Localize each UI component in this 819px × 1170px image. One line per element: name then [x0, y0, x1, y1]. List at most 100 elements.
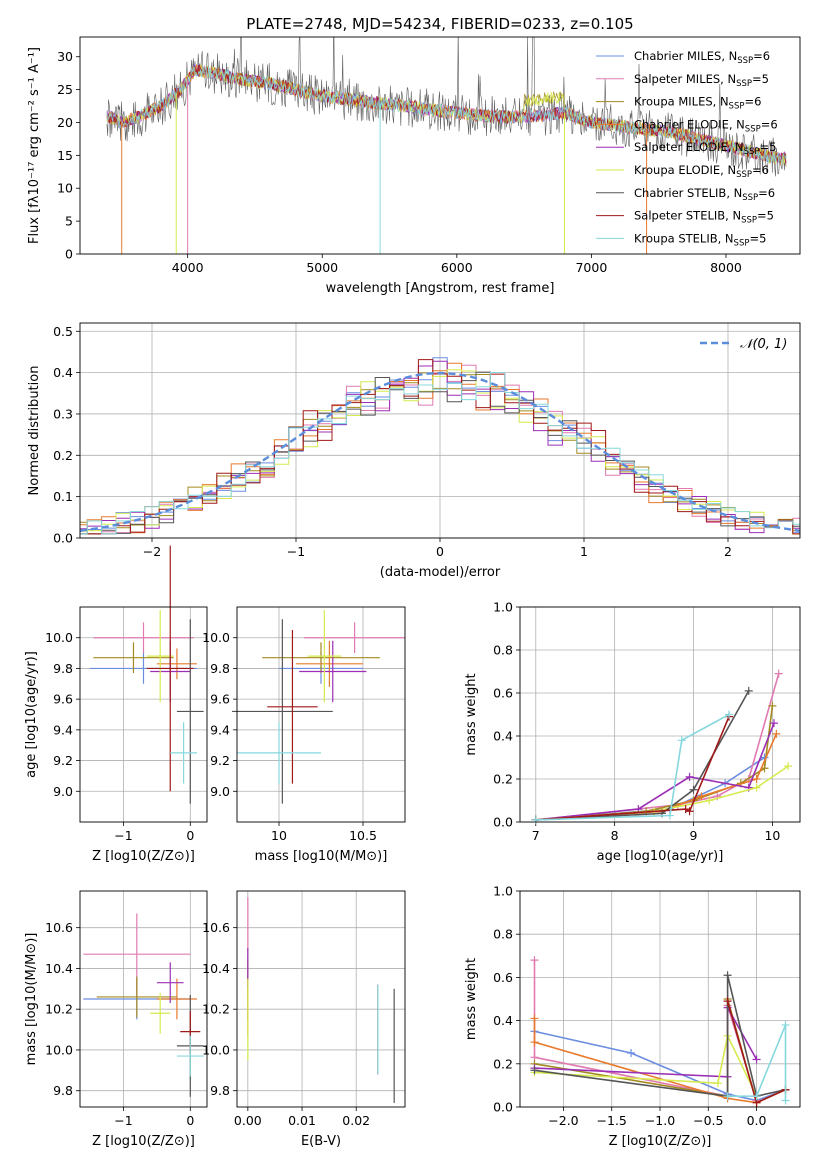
y-tick-label: 0.8	[493, 927, 513, 942]
y-tick-label: 10.6	[202, 920, 230, 935]
x-tick-label: 7000	[575, 260, 607, 275]
errorbar-point-series-5	[299, 640, 367, 703]
panel-mass-weight-vs-Z	[516, 890, 800, 1111]
axes-frame	[79, 36, 801, 255]
mass-weight-line-series-8	[535, 716, 730, 821]
panel-spectrum	[76, 56, 727, 258]
y-tick-label: 0.5	[53, 324, 73, 339]
y-tick-label: 1.0	[493, 600, 513, 615]
mass-weight-marker	[689, 785, 698, 794]
axes-frame	[79, 606, 208, 823]
mass-weight-marker	[705, 796, 714, 805]
y-tick-label: 10.0	[45, 1042, 73, 1057]
legend-entry: Chabrier STELIB, NSSP=6	[634, 186, 775, 203]
legend-entry: Salpeter ELODIE, NSSP=5	[634, 140, 777, 157]
y-tick-label: 0.8	[493, 643, 513, 658]
x-tick-label: 0	[186, 828, 194, 843]
mass-weight-marker	[774, 669, 783, 678]
mass-weight-marker	[530, 1066, 539, 1075]
errorbar-point-series-4	[295, 640, 363, 687]
legend-entry: 𝒩(0, 1)	[740, 337, 787, 352]
y-tick-label: 10.2	[202, 1002, 230, 1017]
mass-weight-marker	[744, 686, 753, 695]
y-tick-label: 0.0	[53, 531, 73, 546]
y-tick-label: 0.4	[53, 365, 73, 380]
mass-weight-marker	[725, 710, 734, 719]
x-tick-label: −1.0	[645, 1113, 675, 1128]
legend-value: =6	[753, 49, 770, 63]
y-tick-label: 0.2	[53, 448, 73, 463]
panel-age-vs-mass	[233, 607, 405, 826]
x-tick-label: 0.00	[234, 1113, 262, 1128]
y-tick-label: 9.8	[210, 1083, 230, 1098]
y-axis-label: mass weight	[464, 673, 479, 755]
errorbar-point-series-6	[150, 992, 171, 1034]
legend-value: =6	[761, 117, 778, 131]
y-tick-label: 0.2	[493, 772, 513, 787]
y-tick-label: 10.0	[202, 1042, 230, 1057]
legend-value: =5	[749, 231, 766, 245]
y-tick-label: 0.6	[493, 970, 513, 985]
legend-value: =5	[752, 72, 769, 86]
errorbar-point-series-7	[176, 619, 204, 804]
figure-title: PLATE=2748, MJD=54234, FIBERID=0233, z=0…	[246, 15, 633, 33]
y-tick-label: 9.2	[53, 753, 73, 768]
legend-value: =6	[758, 186, 775, 200]
mass-weight-marker	[627, 1049, 636, 1057]
errorbar-point-series-3	[96, 976, 177, 1018]
y-tick-label: 9.0	[210, 784, 230, 799]
y-tick-label: 9.4	[210, 722, 230, 737]
y-tick-label: 5	[65, 214, 73, 229]
x-axis-label: wavelength [Angstrom, rest frame]	[326, 281, 555, 296]
legend-value: =5	[760, 140, 777, 154]
x-axis-label: mass [log10(M/M⊙)]	[255, 849, 388, 864]
mass-weight-marker	[772, 729, 781, 738]
y-tick-label: 10.2	[45, 1002, 73, 1017]
legend-entry: Kroupa ELODIE, NSSP=6	[634, 163, 769, 180]
legend-subscript: SSP	[744, 147, 760, 157]
legend-subscript: SSP	[741, 216, 757, 226]
y-tick-label: 0.1	[53, 489, 73, 504]
y-tick-label: 20	[57, 115, 73, 130]
errorbar-point-series-2	[93, 622, 194, 654]
mass-weight-marker	[781, 1020, 790, 1029]
legend-value: =6	[744, 95, 761, 109]
x-tick-label: −0.5	[693, 1113, 723, 1128]
x-tick-label: 6000	[441, 260, 473, 275]
x-tick-label: 10.5	[349, 828, 377, 843]
y-tick-label: 0	[65, 247, 73, 262]
x-tick-label: −1	[287, 544, 305, 559]
x-tick-label: 0.0	[747, 1113, 767, 1128]
x-tick-label: 0	[436, 544, 444, 559]
legend-entry: Chabrier ELODIE, NSSP=6	[634, 117, 778, 134]
y-tick-label: 0.6	[493, 686, 513, 701]
legend-subscript: SSP	[734, 238, 750, 248]
y-tick-label: 9.8	[53, 661, 73, 676]
y-tick-label: 0.2	[493, 1056, 513, 1071]
errorbar-point-series-9	[176, 1035, 204, 1077]
legend-entry: Chabrier MILES, NSSP=6	[634, 49, 770, 66]
y-tick-label: 10.0	[202, 630, 230, 645]
mass-weight-marker	[531, 815, 540, 824]
x-tick-label: −1	[114, 1113, 132, 1128]
mass-weight-marker	[752, 1055, 761, 1064]
x-tick-label: 9	[690, 828, 698, 843]
x-tick-label: 10	[764, 828, 780, 843]
y-tick-label: 0.0	[493, 815, 513, 830]
panel-mass-vs-Z	[76, 891, 207, 1111]
y-tick-label: 10.6	[45, 920, 73, 935]
mass-weight-marker	[530, 956, 539, 965]
errorbar-point-series-4	[156, 648, 197, 680]
axes-frame	[519, 890, 801, 1108]
residual-histogram-series-4	[80, 362, 800, 535]
mass-weight-marker	[752, 775, 761, 783]
mass-weight-line-series-6	[534, 1033, 758, 1097]
mass-weight-line-series-5	[534, 1004, 758, 1078]
x-tick-label: −2	[143, 544, 161, 559]
x-tick-label: −1	[114, 828, 132, 843]
y-tick-label: 9.8	[53, 1083, 73, 1098]
axes-frame	[79, 890, 208, 1108]
y-tick-label: 30	[57, 49, 73, 64]
